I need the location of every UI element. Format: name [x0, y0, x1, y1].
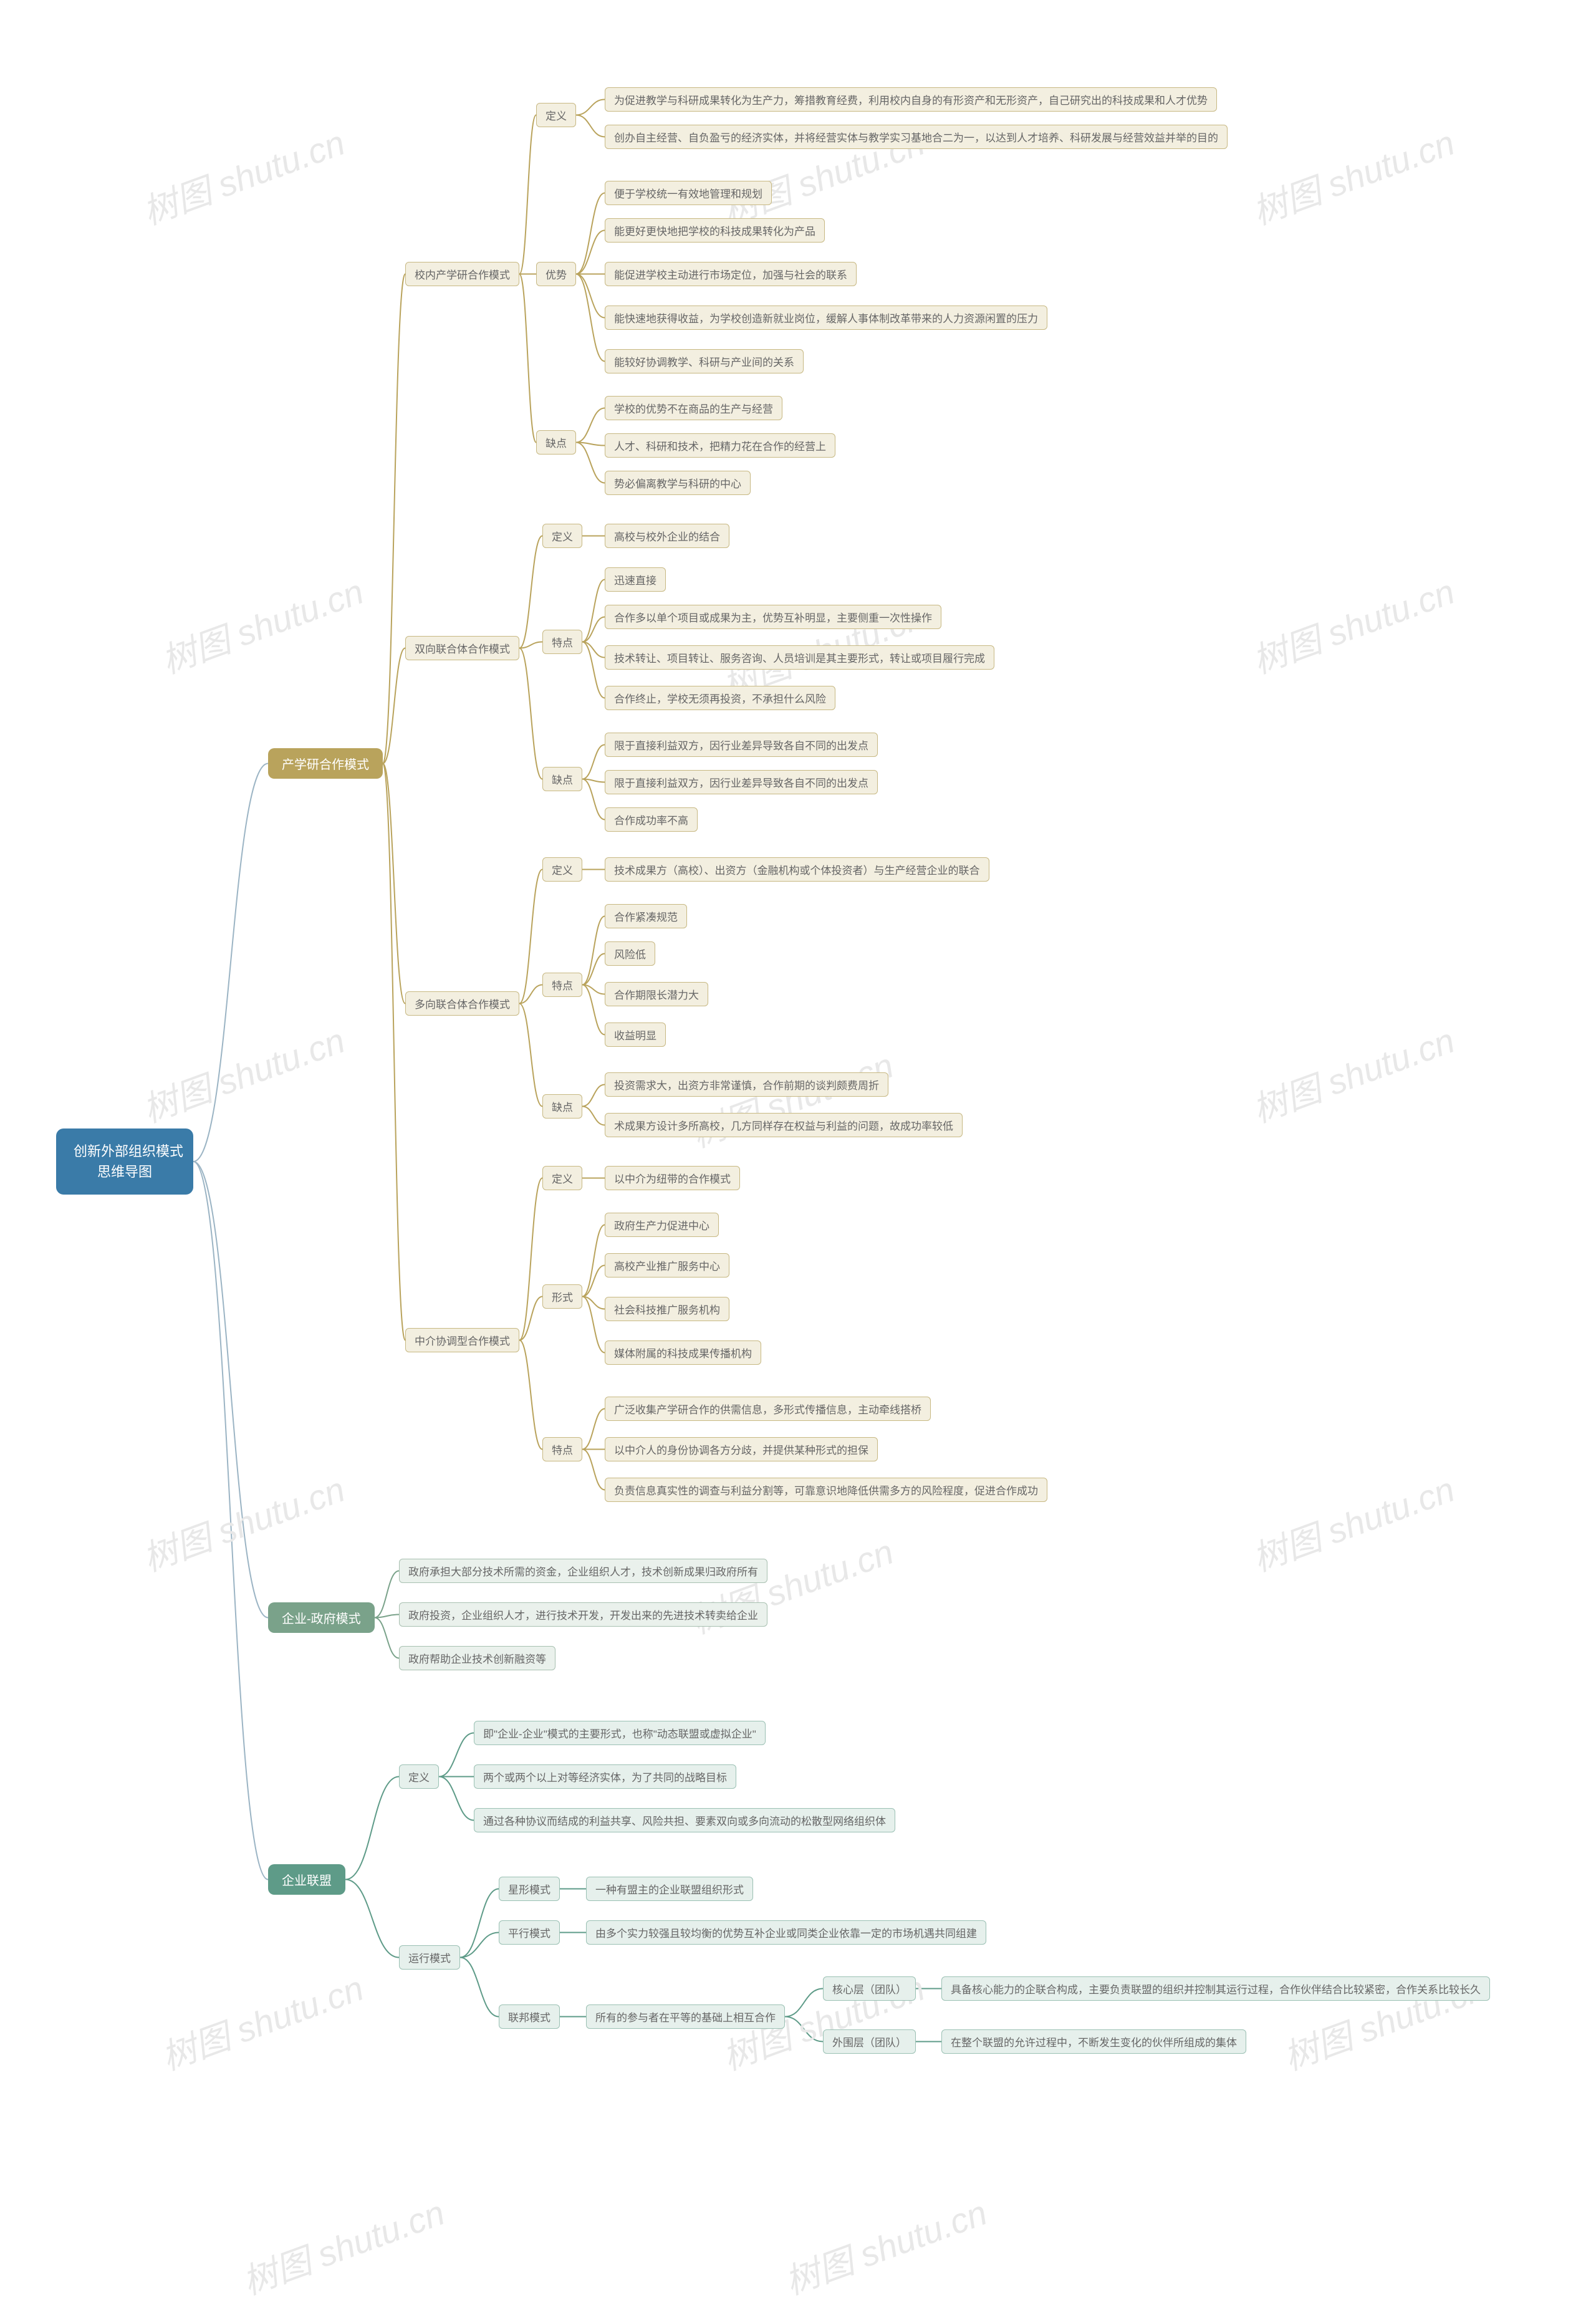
leaf-node: 势必偏离教学与科研的中心 [605, 471, 751, 495]
node-b1_2_c: 缺点 [542, 767, 582, 791]
node-b3_2_3_a: 所有的参与者在平等的基础上相互合作 [586, 2004, 785, 2029]
node-b3_2: 运行模式 [399, 1945, 460, 1970]
leaf-node: 能促进学校主动进行市场定位，加强与社会的联系 [605, 262, 857, 286]
leaf-node: 政府承担大部分技术所需的资金，企业组织人才，技术创新成果归政府所有 [399, 1559, 767, 1583]
leaf-node: 政府投资，企业组织人才，进行技术开发，开发出来的先进技术转卖给企业 [399, 1602, 767, 1627]
leaf-node: 高校与校外企业的结合 [605, 524, 729, 548]
leaf-node: 合作紧凑规范 [605, 904, 687, 928]
leaf-node: 两个或两个以上对等经济实体，为了共同的战略目标 [474, 1764, 736, 1789]
watermark: 树图 shutu.cn [1244, 1461, 1461, 1581]
node-b1_2_t: 特点 [542, 630, 582, 654]
leaf-node: 通过各种协议而结成的利益共享、风险共担、要素双向或多向流动的松散型网络组织体 [474, 1808, 895, 1832]
node-b3_2_2: 平行模式 [499, 1920, 560, 1945]
leaf-node: 限于直接利益双方，因行业差异导致各自不同的出发点 [605, 770, 878, 794]
node-b1_4_d: 定义 [542, 1166, 582, 1190]
node-b1_4: 中介协调型合作模式 [405, 1328, 519, 1352]
leaf-node: 学校的优势不在商品的生产与经营 [605, 396, 782, 420]
mindmap-canvas: 树图 shutu.cn 树图 shutu.cn 树图 shutu.cn 树图 shut… [0, 0, 1596, 2294]
leaf-node: 创办自主经营、自负盈亏的经济实体，并将经营实体与教学实习基地合二为一，以达到人才… [605, 125, 1228, 149]
watermark: 树图 shutu.cn [234, 2185, 451, 2304]
leaf-node: 具备核心能力的企联合构成，主要负责联盟的组织并控制其运行过程，合作伙伴结合比较紧… [941, 1976, 1490, 2001]
watermark: 树图 shutu.cn [153, 564, 370, 683]
leaf-node: 术成果方设计多所高校，几方同样存在权益与利益的问题，故成功率较低 [605, 1113, 963, 1137]
leaf-node: 技术成果方（高校）、出资方（金融机构或个体投资者）与生产经营企业的联合 [605, 857, 989, 882]
watermark: 树图 shutu.cn [1244, 564, 1461, 683]
watermark: 树图 shutu.cn [135, 1013, 351, 1132]
leaf-node: 负责信息真实性的调查与利益分割等，可靠意识地降低供需多方的风险程度，促进合作成功 [605, 1478, 1047, 1502]
branch-b3: 企业联盟 [268, 1864, 345, 1895]
node-b1_4_f: 形式 [542, 1284, 582, 1309]
leaf-node: 迅速直接 [605, 567, 666, 592]
leaf-node: 一种有盟主的企业联盟组织形式 [586, 1877, 753, 1901]
node-b1_1_c: 缺点 [536, 430, 576, 455]
leaf-node: 投资需求大，出资方非常谨慎，合作前期的谈判颇费周折 [605, 1072, 888, 1097]
branch-b1: 产学研合作模式 [268, 748, 383, 779]
watermark: 树图 shutu.cn [135, 1461, 351, 1581]
leaf-node: 由多个实力较强且较均衡的优势互补企业或同类企业依靠一定的市场机遇共同组建 [586, 1920, 986, 1945]
leaf-node: 能较好协调教学、科研与产业间的关系 [605, 349, 804, 373]
watermark: 树图 shutu.cn [1244, 1013, 1461, 1132]
watermark: 树图 shutu.cn [683, 1037, 900, 1157]
leaf-node: 以中介人的身份协调各方分歧，并提供某种形式的担保 [605, 1437, 878, 1461]
watermark: 树图 shutu.cn [153, 1960, 370, 2080]
node-b3_1: 定义 [399, 1764, 439, 1789]
leaf-node: 政府生产力促进中心 [605, 1213, 719, 1237]
branch-b2: 企业-政府模式 [268, 1602, 375, 1633]
node-b1_1_a: 优势 [536, 262, 576, 286]
node-b1_2_d: 定义 [542, 524, 582, 548]
leaf-node: 风险低 [605, 941, 655, 966]
leaf-node: 收益明显 [605, 1023, 666, 1047]
leaf-node: 合作成功率不高 [605, 807, 698, 832]
leaf-node: 即"企业-企业"模式的主要形式，也称"动态联盟或虚拟企业" [474, 1721, 766, 1745]
leaf-node: 为促进教学与科研成果转化为生产力，筹措教育经费，利用校内自身的有形资产和无形资产… [605, 87, 1217, 112]
node-outer: 外围层（团队） [823, 2029, 916, 2054]
node-b1_3: 多向联合体合作模式 [405, 991, 519, 1016]
leaf-node: 合作多以单个项目或成果为主，优势互补明显，主要侧重一次性操作 [605, 605, 941, 629]
leaf-node: 广泛收集产学研合作的供需信息，多形式传播信息，主动牵线搭桥 [605, 1397, 931, 1421]
leaf-node: 合作期限长潜力大 [605, 982, 708, 1006]
leaf-node: 媒体附属的科技成果传播机构 [605, 1340, 761, 1365]
watermark: 树图 shutu.cn [1244, 115, 1461, 234]
leaf-node: 合作终止，学校无须再投资，不承担什么风险 [605, 686, 835, 710]
node-b3_2_1: 星形模式 [499, 1877, 560, 1901]
leaf-node: 社会科技推广服务机构 [605, 1297, 729, 1321]
leaf-node: 在整个联盟的允许过程中，不断发生变化的伙伴所组成的集体 [941, 2029, 1246, 2054]
node-b1_4_t: 特点 [542, 1437, 582, 1461]
leaf-node: 以中介为纽带的合作模式 [605, 1166, 740, 1190]
node-core: 核心层（团队） [823, 1976, 916, 2001]
root-node: 创新外部组织模式 思维导图 [56, 1128, 193, 1195]
leaf-node: 限于直接利益双方，因行业差异导致各自不同的出发点 [605, 733, 878, 757]
leaf-node: 便于学校统一有效地管理和规划 [605, 181, 772, 205]
node-b1_3_d: 定义 [542, 857, 582, 882]
node-b1_3_c: 缺点 [542, 1094, 582, 1119]
node-b3_2_3: 联邦模式 [499, 2004, 560, 2029]
node-b1_1: 校内产学研合作模式 [405, 262, 519, 286]
node-b1_2: 双向联合体合作模式 [405, 636, 519, 660]
leaf-node: 人才、科研和技术，把精力花在合作的经营上 [605, 433, 835, 458]
watermark: 树图 shutu.cn [777, 2185, 993, 2304]
leaf-node: 技术转让、项目转让、服务咨询、人员培训是其主要形式，转让或项目履行完成 [605, 645, 994, 670]
leaf-node: 政府帮助企业技术创新融资等 [399, 1646, 555, 1670]
watermark: 树图 shutu.cn [135, 115, 351, 234]
leaf-node: 能快速地获得收益，为学校创造新就业岗位，缓解人事体制改革带来的人力资源闲置的压力 [605, 306, 1047, 330]
leaf-node: 能更好更快地把学校的科技成果转化为产品 [605, 218, 825, 243]
node-b1_1_d: 定义 [536, 103, 576, 127]
leaf-node: 高校产业推广服务中心 [605, 1253, 729, 1278]
node-b1_3_t: 特点 [542, 973, 582, 997]
edges-layer [0, 0, 1596, 2294]
